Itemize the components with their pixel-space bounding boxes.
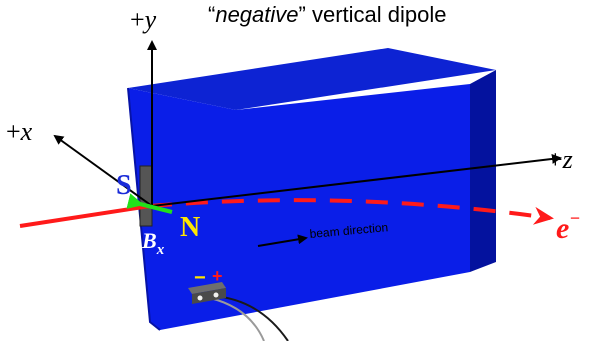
north-pole-label: N [180, 212, 200, 243]
probe-minus-label: − [194, 267, 206, 289]
pole-piece [139, 165, 153, 227]
bx-label: Bx [141, 228, 165, 258]
magnet-block-side [470, 70, 496, 272]
south-pole-label: S [116, 170, 132, 201]
probe-cable-2 [209, 297, 265, 341]
x-axis-label: +x [6, 117, 33, 146]
beam-dashed-curve [149, 198, 554, 225]
z-axis-label: +z [548, 145, 573, 174]
magnet-block-left-edge [127, 87, 161, 331]
magnet-block-top [128, 48, 496, 110]
probe-terminal-left [197, 295, 203, 301]
title: “negative” vertical dipole [208, 2, 446, 27]
beam-path [19, 198, 554, 228]
probe-terminal-right [213, 292, 219, 298]
title-negative-word: negative [215, 2, 298, 27]
beam-incoming [19, 204, 151, 228]
magnet-block [127, 48, 496, 331]
beam-direction-arrow [257, 234, 308, 247]
beam-direction-label: beam direction [309, 220, 389, 241]
magnet-block-front [128, 84, 470, 330]
y-axis-label: +y [130, 5, 157, 34]
field-arrow [126, 193, 173, 214]
z-axis [151, 153, 562, 207]
probe-plus-label: + [212, 266, 223, 286]
electron-label: e− [556, 208, 580, 245]
probe-body-top [188, 282, 226, 294]
hall-probe [188, 282, 289, 341]
